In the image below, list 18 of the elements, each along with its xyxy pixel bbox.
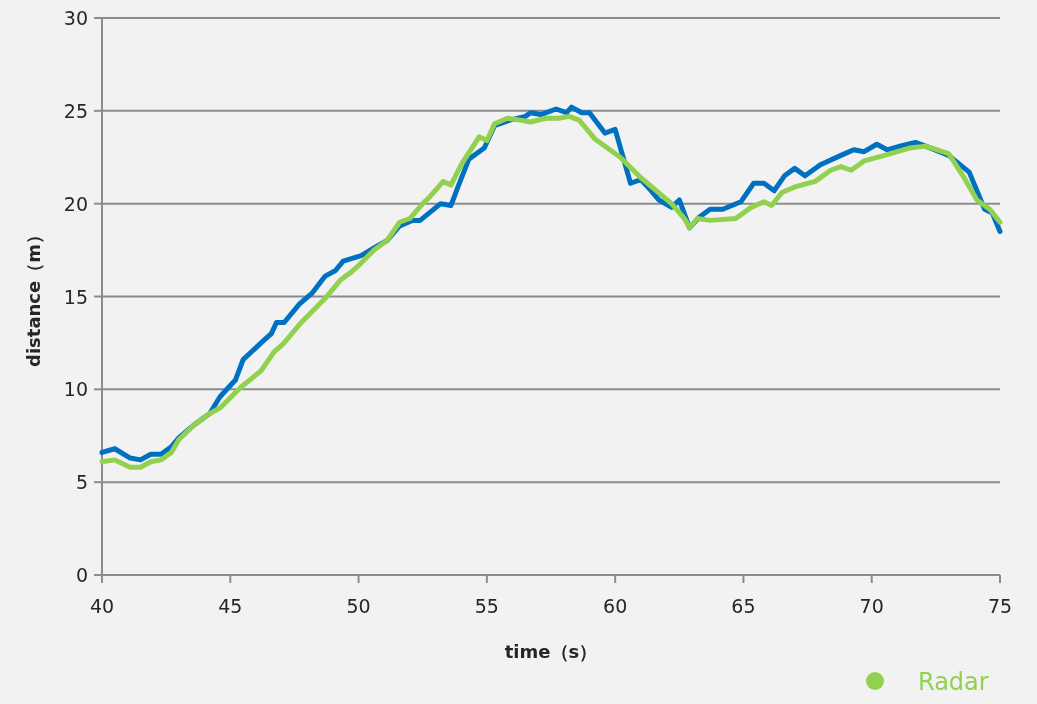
x-axis-title: time（s）	[504, 641, 598, 662]
y-tick-label: 0	[75, 564, 88, 586]
x-tick-label: 70	[859, 595, 884, 617]
x-tick-label: 45	[218, 595, 243, 617]
x-tick-label: 55	[474, 595, 499, 617]
legend-label: Radar	[918, 668, 989, 696]
y-tick-label: 25	[63, 99, 88, 122]
y-tick-label: 5	[75, 471, 88, 494]
y-axis-title: distance（m）	[23, 226, 44, 367]
x-tick-label: 40	[89, 595, 115, 617]
x-tick-label: 65	[731, 595, 756, 617]
x-tick-label: 60	[603, 595, 628, 617]
y-tick-label: 15	[63, 285, 88, 308]
x-tick-label: 50	[346, 595, 371, 617]
x-tick-label: 75	[987, 595, 1013, 617]
y-tick-label: 10	[63, 378, 88, 401]
y-tick-label: 30	[63, 7, 88, 29]
y-tick-label: 20	[63, 192, 88, 215]
